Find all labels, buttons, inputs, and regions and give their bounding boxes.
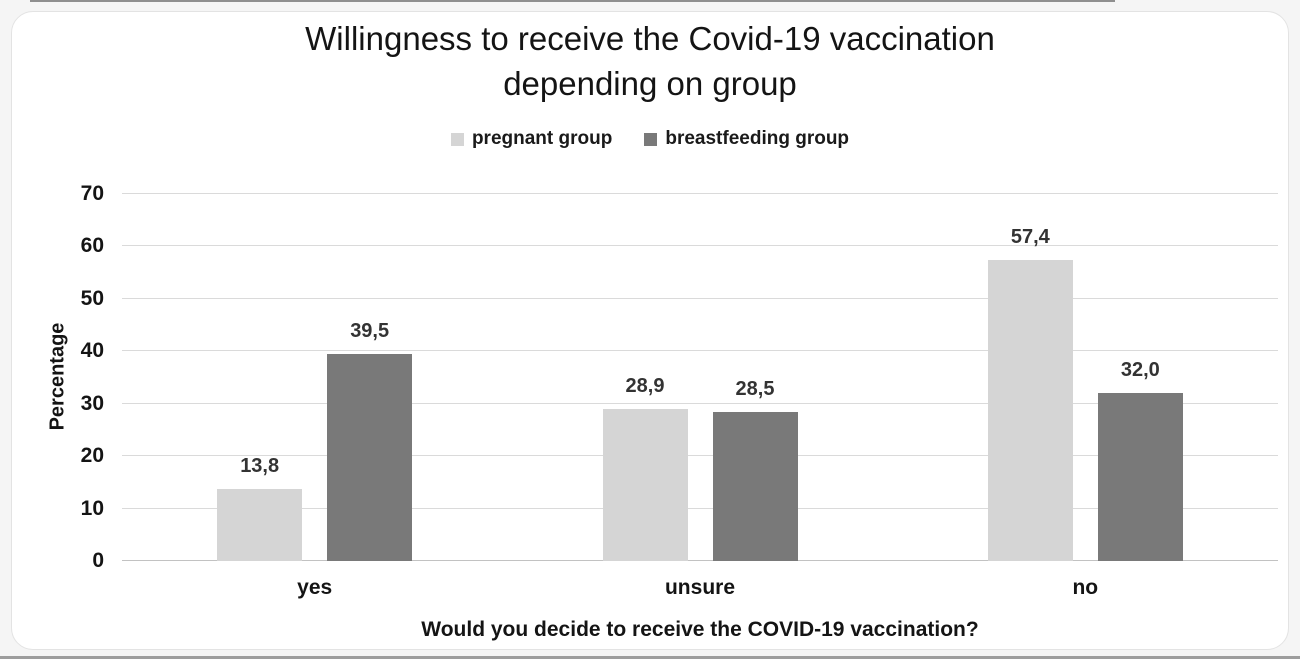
figure-top-border [30, 0, 1115, 2]
gridline-70 [122, 193, 1278, 194]
bar-value-label: 28,5 [735, 377, 775, 400]
bar-unsure-pregnant-group [602, 409, 688, 561]
legend-item-pregnant-group: pregnant group [450, 128, 613, 150]
y-tick-label-50: 50 [80, 286, 104, 310]
y-tick-label-0: 0 [92, 549, 104, 572]
y-tick-label-10: 10 [80, 496, 104, 520]
chart-title-line1: Willingness to receive the Covid-19 vacc… [305, 20, 995, 57]
category-label-no: no [1072, 576, 1099, 599]
y-tick-label-40: 40 [80, 339, 104, 363]
y-tick-label-70: 70 [80, 182, 104, 205]
bar-yes-breastfeeding-group [327, 353, 413, 561]
bar-no-breastfeeding-group [1097, 393, 1183, 561]
bar-value-label: 57,4 [1010, 226, 1050, 249]
bar-yes-pregnant-group [217, 488, 303, 561]
chart-title-line2: depending on group [503, 65, 797, 102]
bar-value-label: 32,0 [1120, 359, 1160, 382]
y-tick-label-20: 20 [80, 444, 104, 468]
gridline-60 [122, 245, 1278, 247]
legend-swatch-icon [644, 132, 658, 146]
legend: pregnant group breastfeeding group [0, 128, 1300, 150]
figure-bottom-border [0, 656, 1300, 659]
gridline-30 [122, 402, 1278, 404]
gridline-20 [122, 455, 1278, 457]
gridline-40 [122, 350, 1278, 352]
bar-no-pregnant-group [987, 260, 1073, 561]
plot-area: 13,8 39,5 28,9 28,5 57,4 32,0 [122, 193, 1278, 561]
legend-swatch-icon [450, 132, 464, 146]
x-axis-line [122, 560, 1278, 561]
legend-label: breastfeeding group [665, 128, 850, 149]
chart-title: Willingness to receive the Covid-19 vacc… [0, 16, 1300, 106]
gridline-10 [122, 507, 1278, 509]
bar-value-label: 39,5 [350, 319, 390, 342]
bar-unsure-breastfeeding-group [712, 411, 798, 561]
x-axis-title: Would you decide to receive the COVID-19… [421, 618, 979, 641]
gridline-50 [122, 297, 1278, 299]
legend-label: pregnant group [471, 128, 613, 149]
category-label-yes: yes [297, 576, 333, 599]
y-tick-label-60: 60 [80, 234, 104, 258]
bar-value-label: 28,9 [625, 375, 665, 398]
y-tick-label-30: 30 [80, 391, 104, 415]
bar-value-label: 13,8 [240, 454, 280, 477]
legend-item-breastfeeding-group: breastfeeding group [644, 128, 849, 150]
category-label-unsure: unsure [664, 576, 735, 599]
